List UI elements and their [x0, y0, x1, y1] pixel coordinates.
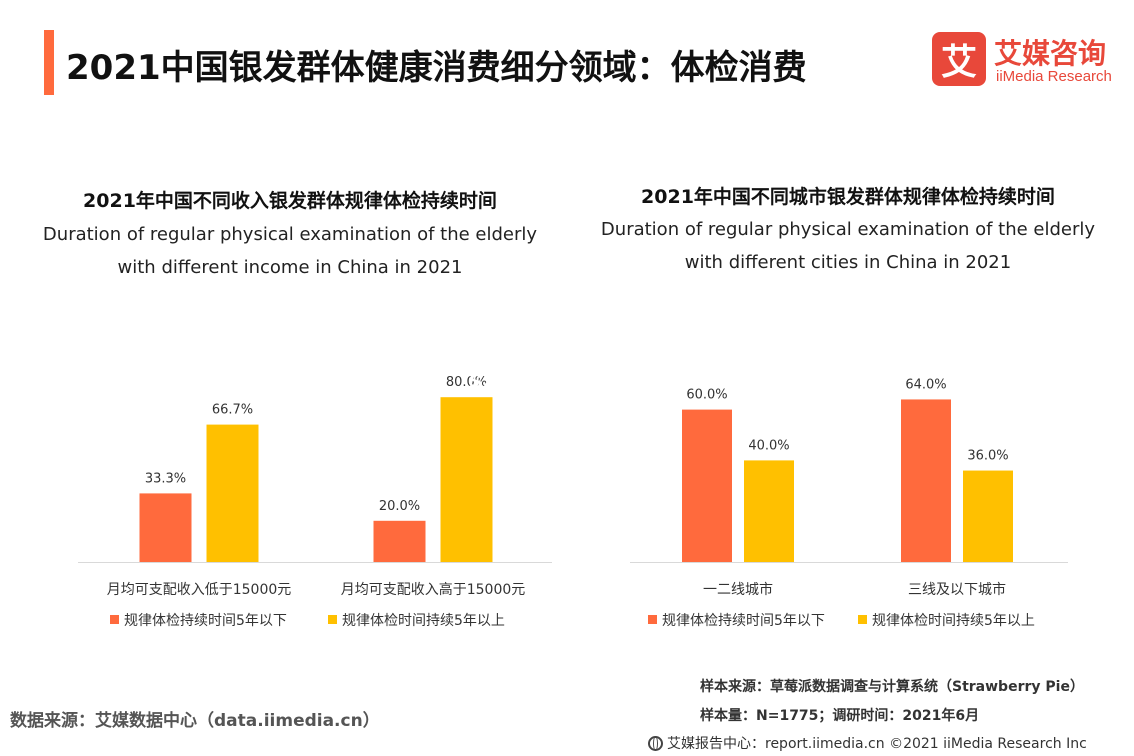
chart-2-subtitle: Duration of regular physical examination…	[598, 213, 1098, 279]
chart-2-bar	[901, 399, 951, 562]
chart-1-bar	[440, 397, 493, 562]
page-title: 2021中国银发群体健康消费细分领域：体检消费	[66, 48, 807, 88]
logo-mark: 艾	[932, 32, 986, 86]
chart-2-bar	[682, 409, 732, 562]
chart-2-subtitle-line-2: with different cities in China in 2021	[684, 252, 1012, 273]
chart-2-legend-label: 规律体检时间持续5年以上	[872, 612, 1035, 629]
chart-2-category-label: 三线及以下城市	[908, 581, 1006, 598]
chart-1-category-label: 月均可支配收入高于15000元	[341, 581, 526, 598]
sample-source: 样本来源：草莓派数据调查与计算系统（Strawberry Pie）	[700, 679, 1084, 695]
chart-1-bar	[373, 520, 426, 562]
chart-2-subtitle-line-1: Duration of regular physical examination…	[600, 219, 1096, 240]
chart-1-data-label: 80.0%	[446, 375, 487, 390]
chart-2-legend-label: 规律体检持续时间5年以下	[662, 612, 825, 629]
report-center-text: 艾媒报告中心：report.iimedia.cn ©2021 iiMedia R…	[667, 736, 1087, 752]
chart-1-subtitle: Duration of regular physical examination…	[40, 218, 540, 284]
chart-2-title: 2021年中国不同城市银发群体规律体检持续时间	[641, 186, 1055, 208]
chart-2-bar	[963, 470, 1013, 562]
chart-2-category-label: 一二线城市	[703, 581, 773, 598]
chart-2-data-label: 36.0%	[967, 449, 1008, 464]
chart-1-category-label: 月均可支配收入低于15000元	[107, 582, 292, 598]
chart-1-legend-label: 规律体检时间持续5年以上	[342, 612, 505, 629]
sample-info: 样本量：N=1775；调研时间：2021年6月	[700, 708, 980, 724]
logo-cn-text: 艾媒咨询	[994, 37, 1107, 70]
chart-2-legend-swatch	[648, 615, 657, 624]
chart-2-data-label: 40.0%	[748, 438, 789, 453]
chart-1-data-label: 66.7%	[212, 403, 253, 418]
chart-2-data-label: 64.0%	[905, 377, 946, 392]
chart-1-data-label: 33.3%	[145, 471, 186, 486]
chart-1-bar	[139, 493, 192, 562]
globe-icon	[648, 736, 663, 751]
chart-1-subtitle-line-2: with different income in China in 2021	[117, 257, 463, 278]
watermark-text: SX	[469, 371, 496, 393]
chart-2-bar	[744, 460, 794, 562]
title-accent-bar	[44, 30, 54, 95]
chart-1-bar	[206, 424, 259, 562]
chart-1-data-label: 20.0%	[379, 499, 420, 514]
chart-1-title: 2021年中国不同收入银发群体规律体检持续时间	[83, 190, 497, 212]
iimedia-logo: 艾 艾媒咨询 iiMedia Research	[932, 32, 1122, 90]
report-center: 艾媒报告中心：report.iimedia.cn ©2021 iiMedia R…	[648, 733, 1087, 753]
chart-1-legend-label: 规律体检持续时间5年以下	[124, 612, 287, 629]
chart-1-legend-swatch	[110, 615, 119, 624]
chart-1-legend-swatch	[328, 615, 337, 624]
data-source: 数据来源：艾媒数据中心（data.iimedia.cn）	[10, 711, 380, 731]
chart-2-legend-swatch	[858, 615, 867, 624]
logo-en-text: iiMedia Research	[996, 68, 1112, 85]
chart-1-subtitle-line-1: Duration of regular physical examination…	[42, 224, 538, 245]
chart-2-data-label: 60.0%	[686, 388, 727, 403]
